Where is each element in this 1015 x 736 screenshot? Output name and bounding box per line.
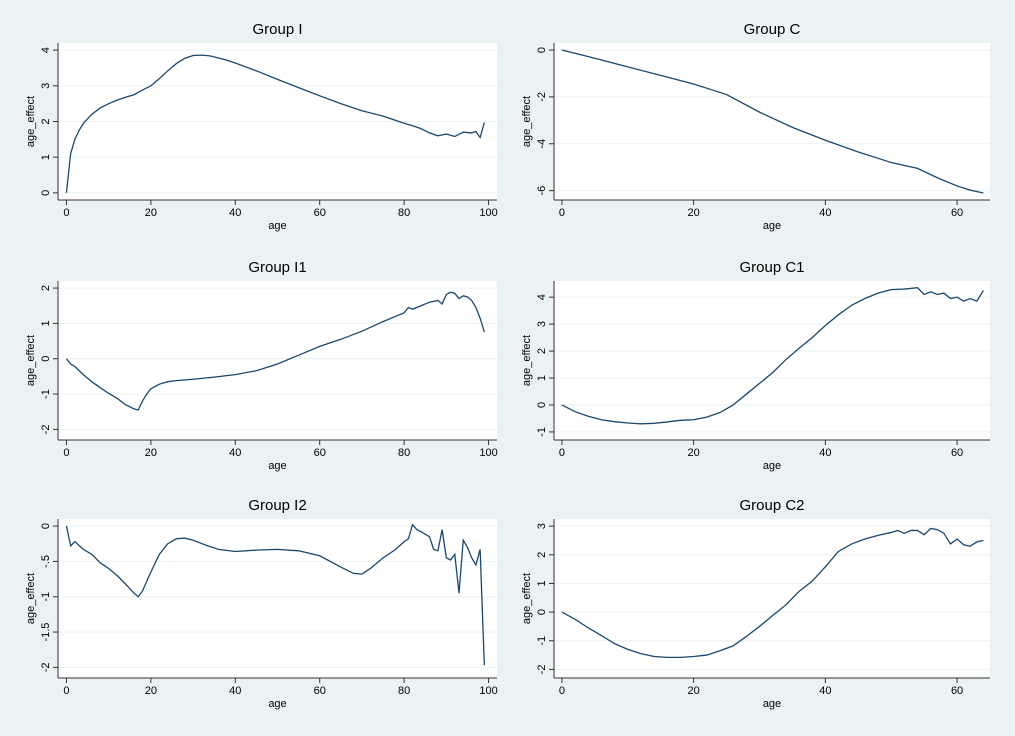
x-tick-label: 40 [229,685,241,697]
y-tick-label: 4 [536,294,548,300]
x-tick-label: 100 [479,685,497,697]
y-tick-label: 0 [536,402,548,408]
line-series [561,49,984,194]
x-tick-label: 20 [688,685,700,697]
y-tick-label: -4 [536,139,548,149]
x-tick-label: 0 [63,447,69,459]
x-axis-label: age [763,698,781,710]
x-tick-label: 40 [229,207,241,219]
x-axis-label: age [763,220,781,232]
y-tick-label: 3 [536,523,548,529]
y-tick-label: 0 [40,356,52,362]
chart-title: Group C [744,21,801,38]
x-tick-label: 40 [819,685,831,697]
y-tick-label: -2 [536,92,548,102]
y-tick-label: 3 [536,321,548,327]
y-tick-label: 2 [40,118,52,124]
y-tick-label: 1 [536,580,548,586]
y-axis-label: age_effect [25,573,37,624]
y-axis-label: age_effect [25,96,37,147]
y-tick-label: -2 [40,663,52,673]
x-tick-label: 0 [559,447,565,459]
y-axis-label: age_effect [521,573,533,624]
x-tick-label: 0 [559,685,565,697]
y-tick-label: -6 [536,186,548,196]
y-tick-label: 1 [40,320,52,326]
plot-area [58,281,497,440]
y-tick-label: 2 [40,285,52,291]
x-tick-label: 20 [688,447,700,459]
line-series [65,291,485,411]
x-tick-label: 60 [314,207,326,219]
line-series [65,54,485,193]
x-axis-label: age [268,698,286,710]
x-tick-label: 40 [229,447,241,459]
y-tick-label: -2 [536,665,548,675]
line-series [561,287,984,425]
y-tick-label: -1 [40,592,52,602]
x-tick-label: 0 [63,685,69,697]
x-axis-label: age [268,220,286,232]
chart-title: Group I2 [248,497,306,514]
x-tick-label: 20 [688,207,700,219]
x-tick-label: 80 [398,685,410,697]
y-tick-label: 0 [40,523,52,529]
x-tick-label: 40 [819,207,831,219]
y-tick-label: 1 [536,375,548,381]
x-tick-label: 20 [145,685,157,697]
x-tick-label: 100 [479,207,497,219]
x-tick-label: 0 [63,207,69,219]
x-tick-label: 80 [398,447,410,459]
x-tick-label: 80 [398,207,410,219]
y-tick-label: -2 [40,425,52,435]
x-tick-label: 20 [145,447,157,459]
y-tick-label: -1 [40,389,52,399]
x-axis-label: age [268,460,286,472]
y-axis-label: age_effect [521,335,533,386]
y-tick-label: -1.5 [40,623,52,642]
plot-area [554,281,990,440]
plot-area [554,519,990,678]
y-tick-label: 4 [40,47,52,53]
x-tick-label: 0 [559,207,565,219]
y-tick-label: 0 [40,190,52,196]
y-axis-label: age_effect [521,96,533,147]
x-tick-label: 60 [951,685,963,697]
x-tick-label: 60 [314,685,326,697]
y-tick-label: -1 [536,427,548,437]
chart-title: Group C2 [739,497,804,514]
x-tick-label: 40 [819,447,831,459]
y-axis-label: age_effect [25,335,37,386]
x-tick-label: 100 [479,447,497,459]
y-tick-label: 3 [40,83,52,89]
y-tick-label: 1 [40,154,52,160]
chart-title: Group I [252,21,302,38]
line-series [561,527,984,659]
x-axis-label: age [763,460,781,472]
y-tick-label: 2 [536,552,548,558]
y-tick-label: 0 [536,609,548,615]
y-tick-label: 0 [536,47,548,53]
chart-title: Group C1 [739,259,804,276]
y-tick-label: -.5 [40,555,52,568]
x-tick-label: 60 [314,447,326,459]
chart-title: Group I1 [248,259,306,276]
plot-area [58,519,497,678]
x-tick-label: 20 [145,207,157,219]
y-tick-label: 2 [536,348,548,354]
x-tick-label: 60 [951,207,963,219]
line-series [65,523,485,666]
x-tick-label: 60 [951,447,963,459]
plot-area [554,43,990,200]
y-tick-label: -1 [536,636,548,646]
